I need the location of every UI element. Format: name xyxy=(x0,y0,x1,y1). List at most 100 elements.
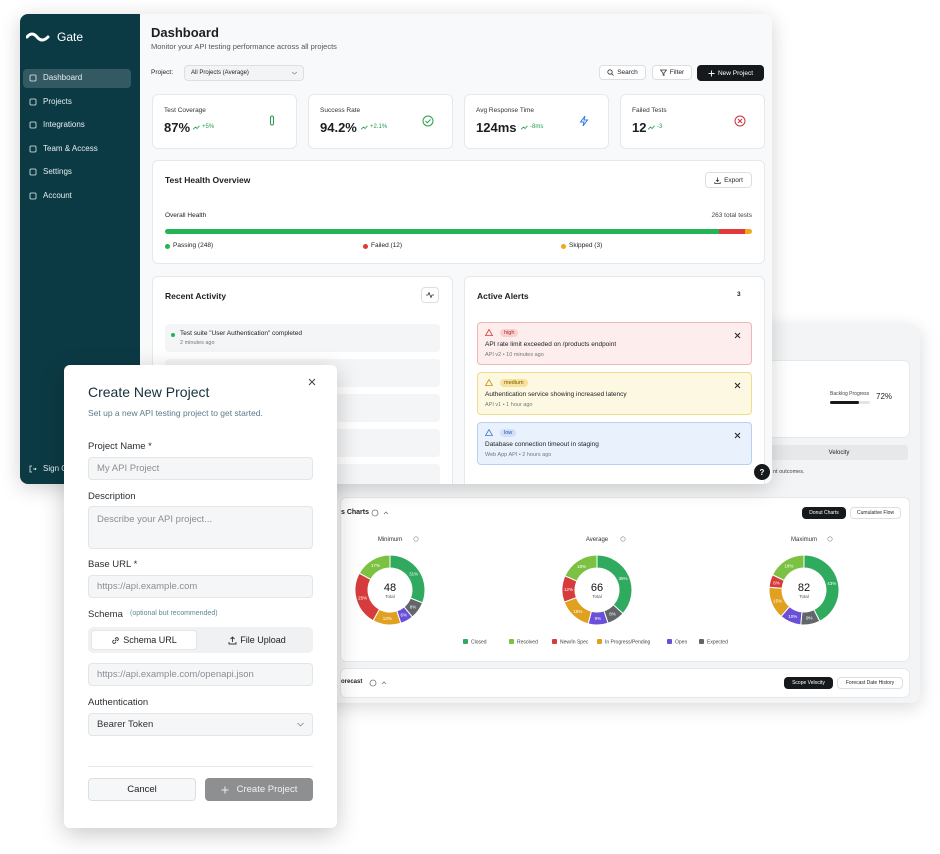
info-icon xyxy=(827,536,833,542)
create-button[interactable]: Create Project xyxy=(205,778,313,801)
search-button[interactable]: Search xyxy=(599,65,646,80)
alert-text: Authentication service showing increased… xyxy=(485,391,627,398)
nav-icon xyxy=(29,98,37,105)
button-label: Donut Charts xyxy=(809,510,839,516)
help-button[interactable]: ? xyxy=(754,464,770,480)
backlog-value: 72% xyxy=(876,392,893,401)
schema-input[interactable]: https://api.example.com/openapi.json xyxy=(88,663,313,686)
stat-icon xyxy=(579,115,589,127)
info-icon xyxy=(413,536,419,542)
stat-card: Avg Response Time 124ms -8ms xyxy=(464,94,609,149)
donut-total: 66 xyxy=(591,582,603,594)
tab-label: Schema URL xyxy=(123,635,177,645)
scope-velocity-button[interactable]: Scope Velocity xyxy=(784,677,833,689)
name-input[interactable]: My API Project xyxy=(88,457,313,480)
legend-swatch xyxy=(552,639,557,644)
sign-out[interactable]: Sign Out xyxy=(29,464,74,473)
segment-label: 6% xyxy=(773,580,780,585)
button-label: Export xyxy=(724,176,743,184)
legend-label: Open xyxy=(675,640,687,646)
dismiss[interactable] xyxy=(734,332,741,339)
nav-item[interactable]: Settings xyxy=(29,167,72,176)
new-project-button[interactable]: New Project xyxy=(697,65,764,81)
dismiss[interactable] xyxy=(734,432,741,439)
export-button[interactable]: Export xyxy=(705,172,752,188)
filter-button[interactable]: Filter xyxy=(652,65,692,80)
stat-trend: +2.1% xyxy=(361,124,387,130)
activity-icon-button[interactable] xyxy=(421,287,439,303)
select-value: Bearer Token xyxy=(97,719,154,730)
forecast-title: orecast xyxy=(341,679,363,685)
nav-item[interactable]: Dashboard xyxy=(29,73,82,82)
nav-icon xyxy=(29,74,37,81)
legend-label: Failed (12) xyxy=(371,242,403,249)
button-label: Search xyxy=(617,69,638,76)
nav-item[interactable]: Projects xyxy=(29,97,72,106)
placeholder: https://api.example.com/openapi.json xyxy=(97,669,254,680)
nav-item[interactable]: Account xyxy=(29,191,72,200)
stat-label: Test Coverage xyxy=(164,107,206,114)
nav-icon xyxy=(29,145,37,152)
cumulative-flow-button[interactable]: Cumulative Flow xyxy=(850,507,901,519)
alert-medium: medium Authentication service showing in… xyxy=(477,372,752,415)
velocity-tab[interactable]: Velocity xyxy=(770,445,908,460)
project-select[interactable]: All Projects (Average) xyxy=(184,65,304,81)
button-label: Cumulative Flow xyxy=(857,510,894,516)
page-title: Dashboard xyxy=(151,25,219,40)
segment-label: 25% xyxy=(358,596,367,601)
legend-swatch xyxy=(509,639,514,644)
health-card: Test Health Overview Export Overall Heal… xyxy=(152,160,765,264)
schema-url-tab[interactable]: Schema URL xyxy=(91,630,197,650)
url-input[interactable]: https://api.example.com xyxy=(88,575,313,598)
modal-title: Create New Project xyxy=(88,384,210,400)
nav-icon xyxy=(29,192,37,199)
pulse-icon xyxy=(426,292,434,298)
legend-swatch xyxy=(699,639,704,644)
file-upload-tab[interactable]: File Upload xyxy=(204,630,310,650)
donut-segment xyxy=(358,554,391,581)
trend-icon xyxy=(521,125,528,130)
stat-card: Success Rate 94.2% +2.1% xyxy=(308,94,453,149)
status-dot xyxy=(171,333,175,337)
dismiss[interactable] xyxy=(734,382,741,389)
donut-label: Maximum xyxy=(791,537,817,543)
segment-label: 6% xyxy=(400,613,407,618)
stat-value: 12 xyxy=(632,120,647,135)
segment-label: 18% xyxy=(577,564,586,569)
chevron xyxy=(292,71,297,75)
forecast-history-button[interactable]: Forecast Date History xyxy=(837,677,903,689)
info-icon xyxy=(620,536,626,542)
plus-icon xyxy=(221,786,229,793)
close-button[interactable] xyxy=(308,378,316,386)
stat-trend: -8ms xyxy=(521,124,543,130)
nav-item[interactable]: Team & Access xyxy=(29,144,98,153)
donut-total-caption: Total xyxy=(799,594,809,599)
export-icon xyxy=(714,177,721,184)
donut-charts-button[interactable]: Donut Charts xyxy=(802,507,846,519)
legend-dot xyxy=(363,244,368,249)
tab-label: Velocity xyxy=(828,449,850,456)
nav-label: Integrations xyxy=(43,120,85,129)
cancel-button[interactable]: Cancel xyxy=(88,778,196,801)
nav-item[interactable]: Integrations xyxy=(29,120,85,129)
description-input[interactable]: Describe your API project... xyxy=(88,506,313,549)
legend-dot xyxy=(165,244,170,249)
donut-label: Minimum xyxy=(378,537,402,543)
legend-label: Closed xyxy=(471,640,487,646)
title-icons xyxy=(369,679,387,687)
nav-label: Settings xyxy=(43,167,72,176)
health-total: 263 total tests xyxy=(711,212,752,219)
button-label: Scope Velocity xyxy=(792,680,825,686)
auth-select[interactable]: Bearer Token xyxy=(88,713,313,736)
link-icon xyxy=(112,636,120,644)
nav-label: Projects xyxy=(43,97,72,106)
alert-icon xyxy=(485,329,493,336)
button-label: Filter xyxy=(669,69,685,76)
alert-level: low xyxy=(500,429,517,437)
donut-charts: Minimum31%8%6%13%25%17%48TotalAverage36%… xyxy=(354,536,840,646)
active-nav-bg xyxy=(23,69,131,88)
segment-label: 9% xyxy=(595,616,602,621)
field-label: Schema xyxy=(88,609,123,620)
segment-label: 43% xyxy=(827,581,836,586)
